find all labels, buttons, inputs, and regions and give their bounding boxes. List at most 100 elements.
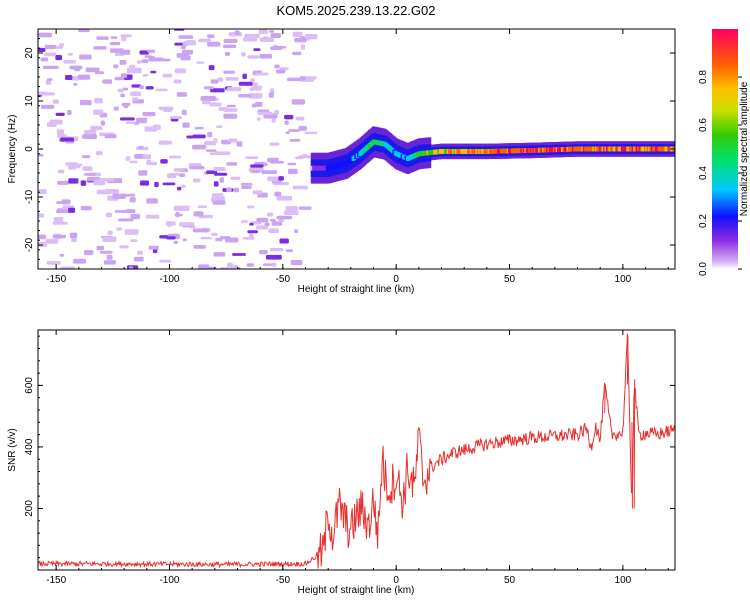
noise-speckle xyxy=(180,55,191,61)
noise-speckle xyxy=(57,169,65,174)
noise-speckle xyxy=(128,266,134,269)
noise-speckle xyxy=(194,126,204,130)
noise-speckle xyxy=(217,77,224,82)
spectrogram-ylabel: Frequency (Hz) xyxy=(7,115,18,184)
noise-speckle xyxy=(119,117,135,121)
noise-speckle xyxy=(205,149,217,152)
noise-speckle xyxy=(68,178,79,184)
noise-speckle xyxy=(56,134,67,138)
noise-speckle xyxy=(179,222,195,227)
noise-speckle xyxy=(295,156,304,160)
noise-speckle xyxy=(276,69,286,74)
noise-speckle xyxy=(40,57,49,62)
noise-speckle xyxy=(257,111,273,115)
noise-speckle xyxy=(46,260,61,265)
noise-speckle xyxy=(145,214,160,219)
noise-speckle xyxy=(159,259,172,263)
noise-speckle xyxy=(244,33,260,39)
noise-speckle xyxy=(155,88,168,92)
noise-speckle xyxy=(241,219,248,223)
noise-speckle xyxy=(287,168,298,175)
noise-speckle xyxy=(109,41,121,46)
noise-speckle xyxy=(160,159,168,164)
noise-speckle xyxy=(255,72,269,76)
noise-speckle xyxy=(142,73,149,77)
noise-speckle xyxy=(200,95,216,102)
noise-speckle xyxy=(67,110,72,116)
noise-speckle xyxy=(262,263,275,266)
noise-speckle xyxy=(55,55,63,61)
noise-speckle xyxy=(268,92,274,98)
noise-speckle xyxy=(112,193,126,199)
noise-speckle xyxy=(130,91,142,97)
colorbar-label: Normalized spectral amplitude xyxy=(739,81,750,216)
noise-speckle xyxy=(288,129,300,132)
noise-speckle xyxy=(60,137,75,142)
noise-speckle xyxy=(234,30,240,36)
noise-speckle xyxy=(189,166,205,170)
noise-speckle xyxy=(120,49,131,55)
noise-speckle xyxy=(130,239,138,243)
noise-speckle xyxy=(250,169,261,173)
noise-speckle xyxy=(226,187,232,193)
snr-xlabel: Height of straight line (km) xyxy=(298,585,415,596)
snr-xtick-label: 100 xyxy=(615,575,632,586)
noise-speckle xyxy=(192,228,209,233)
noise-speckle xyxy=(162,182,176,186)
snr-series-line xyxy=(38,333,675,569)
noise-speckle xyxy=(55,45,64,49)
noise-speckle xyxy=(270,88,275,94)
noise-speckle xyxy=(253,48,261,51)
noise-speckle xyxy=(202,100,211,105)
noise-speckle xyxy=(85,67,100,73)
noise-speckle xyxy=(38,47,46,53)
noise-speckle xyxy=(223,38,238,43)
noise-speckle xyxy=(142,154,152,160)
noise-speckle xyxy=(45,79,52,85)
noise-speckle xyxy=(238,94,252,98)
noise-speckle xyxy=(271,117,276,123)
noise-speckle xyxy=(147,49,156,53)
noise-speckle xyxy=(179,173,186,178)
noise-speckle xyxy=(169,116,183,119)
noise-speckle xyxy=(38,153,44,157)
noise-speckle xyxy=(248,93,263,99)
noise-speckle xyxy=(123,103,129,109)
noise-speckle xyxy=(106,254,113,260)
colorbar-ticks: 0.0 0.2 0.4 0.6 0.8 xyxy=(698,70,742,276)
noise-speckle xyxy=(286,77,303,82)
noise-speckle xyxy=(215,237,223,242)
noise-speckle xyxy=(238,81,253,86)
noise-speckle xyxy=(259,37,275,42)
noise-speckle xyxy=(279,238,289,244)
noise-speckle xyxy=(68,164,77,170)
noise-speckle xyxy=(233,187,240,193)
snr-spike xyxy=(626,336,629,385)
noise-speckle xyxy=(126,121,136,124)
noise-speckle xyxy=(178,35,194,39)
noise-speckle xyxy=(265,254,282,260)
noise-speckle xyxy=(213,252,226,257)
noise-speckle xyxy=(154,181,159,188)
noise-speckle xyxy=(52,234,67,239)
noise-speckle xyxy=(148,57,164,62)
noise-speckle xyxy=(192,178,201,183)
noise-speckle xyxy=(150,70,157,74)
noise-speckle xyxy=(38,91,48,96)
noise-speckle xyxy=(117,88,124,93)
noise-speckle xyxy=(274,110,279,115)
noise-speckle xyxy=(113,106,119,111)
noise-speckle xyxy=(174,68,187,74)
noise-speckle xyxy=(259,53,273,59)
noise-speckle xyxy=(269,142,280,146)
noise-speckle xyxy=(133,256,144,262)
noise-speckle xyxy=(226,104,236,108)
noise-speckle xyxy=(67,52,73,56)
spectrogram-xtick-label: 50 xyxy=(504,274,516,285)
noise-speckle xyxy=(249,233,254,239)
noise-speckle xyxy=(181,49,194,55)
noise-speckle xyxy=(230,176,241,180)
noise-speckle xyxy=(213,167,226,172)
noise-speckle xyxy=(304,33,318,40)
